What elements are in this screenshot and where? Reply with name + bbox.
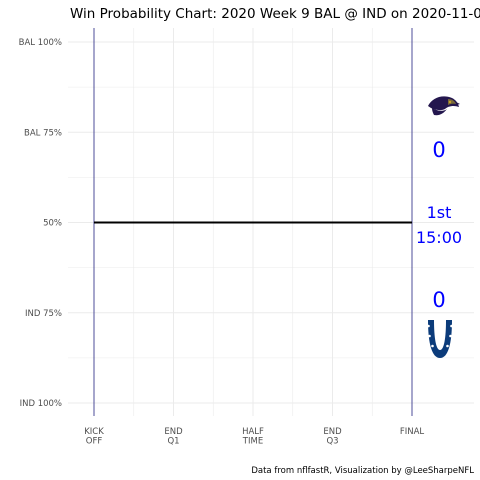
- x-tick-label-line: Q3: [326, 437, 338, 447]
- game-clock: 15:00: [416, 228, 462, 247]
- x-tick-label: HALF TIME: [242, 427, 264, 447]
- x-tick-label-line: END: [164, 427, 183, 437]
- y-tick-label: IND 100%: [20, 399, 62, 409]
- x-tick-label: END Q3: [323, 427, 342, 447]
- x-tick-label-line: KICK: [84, 427, 104, 437]
- x-tick-label-line: FINAL: [400, 427, 425, 437]
- x-tick-label: KICK OFF: [84, 427, 104, 447]
- ravens-logo-icon: [428, 96, 460, 116]
- x-tick-label: END Q1: [164, 427, 183, 447]
- y-tick-label: 50%: [43, 219, 62, 229]
- y-tick-label: IND 75%: [25, 309, 62, 319]
- away-score: 0: [432, 138, 445, 162]
- x-tick-label-line: Q1: [167, 437, 179, 447]
- x-tick-label-line: HALF: [242, 427, 264, 437]
- game-quarter: 1st: [427, 203, 452, 222]
- x-tick-label-line: TIME: [242, 437, 263, 447]
- chart-title: Win Probability Chart: 2020 Week 9 BAL @…: [70, 6, 480, 22]
- chart-caption: Data from nflfastR, Visualization by @Le…: [251, 466, 474, 476]
- x-tick-label-line: OFF: [86, 437, 103, 447]
- x-tick-label-line: END: [323, 427, 342, 437]
- home-score: 0: [432, 288, 445, 312]
- colts-logo-icon: [427, 320, 453, 358]
- y-axis-ticks: BAL 100% BAL 75% 50% IND 75% IND 100%: [19, 38, 62, 409]
- y-tick-label: BAL 100%: [19, 38, 62, 48]
- y-tick-label: BAL 75%: [24, 128, 62, 138]
- x-tick-label: FINAL: [400, 427, 425, 437]
